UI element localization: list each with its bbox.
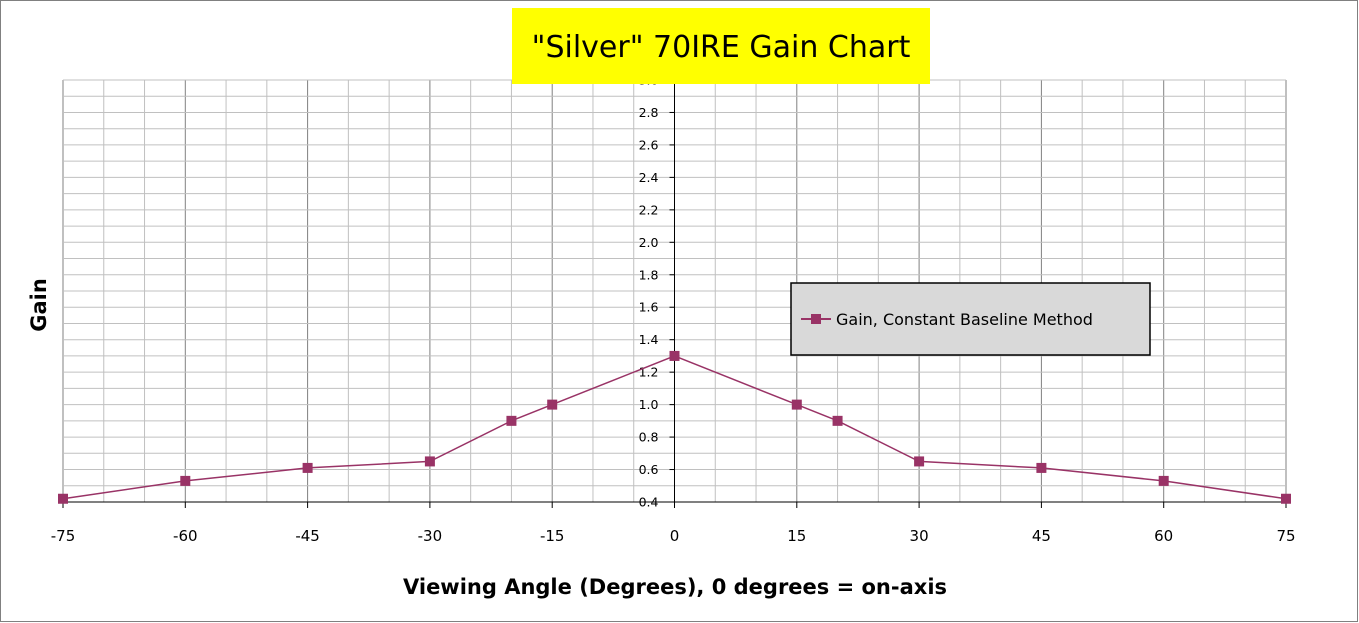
y-tick-label: 1.4	[639, 332, 659, 347]
x-tick-labels: -75 -60 -45 -30 -15 0 15 30 45 60 75	[51, 527, 1296, 545]
y-tick-label: 0.6	[639, 462, 659, 477]
y-axis-label: Gain	[27, 278, 51, 332]
y-tick-label: 1.6	[639, 300, 659, 315]
y-tick-label: 1.8	[639, 267, 659, 282]
y-tick-label: 0.8	[639, 430, 659, 445]
data-point	[791, 399, 802, 410]
y-tick-label: 2.0	[639, 235, 659, 250]
y-tick-label: 2.2	[639, 202, 659, 217]
x-tick-label: 15	[787, 527, 806, 545]
series	[58, 350, 1291, 504]
data-point	[1158, 475, 1169, 486]
legend-box	[790, 282, 1151, 356]
legend-marker	[811, 314, 821, 324]
x-tick-label: -30	[418, 527, 443, 545]
x-tick-label: -15	[540, 527, 565, 545]
x-tick-label: 45	[1032, 527, 1051, 545]
data-point	[832, 415, 843, 426]
y-tick-label: 2.4	[639, 170, 659, 185]
data-point	[669, 350, 680, 361]
x-tick-label: -60	[173, 527, 198, 545]
data-point	[1281, 493, 1291, 504]
data-point	[58, 493, 68, 504]
y-tick-label: 2.8	[639, 105, 659, 120]
data-point	[180, 475, 191, 486]
legend-label: Gain, Constant Baseline Method	[836, 310, 1093, 329]
data-point	[506, 415, 517, 426]
x-tick-label: 75	[1276, 527, 1295, 545]
y-tick-label: 1.0	[639, 397, 659, 412]
data-point	[547, 399, 558, 410]
x-tick-label: 60	[1154, 527, 1173, 545]
y-tick-label: 2.6	[639, 137, 659, 152]
x-tick-label: -75	[51, 527, 76, 545]
chart-title: "Silver" 70IRE Gain Chart	[532, 30, 911, 65]
data-point	[1036, 462, 1047, 473]
data-point	[302, 462, 313, 473]
x-tick-label: 0	[670, 527, 680, 545]
x-tick-label: -45	[295, 527, 320, 545]
x-tick-label: 30	[910, 527, 929, 545]
data-point	[424, 456, 435, 467]
x-axis-label: Viewing Angle (Degrees), 0 degrees = on-…	[403, 575, 947, 599]
legend: Gain, Constant Baseline Method	[790, 282, 1151, 356]
y-tick-label: 0.4	[639, 495, 659, 510]
title-background	[512, 8, 930, 84]
data-point	[914, 456, 925, 467]
